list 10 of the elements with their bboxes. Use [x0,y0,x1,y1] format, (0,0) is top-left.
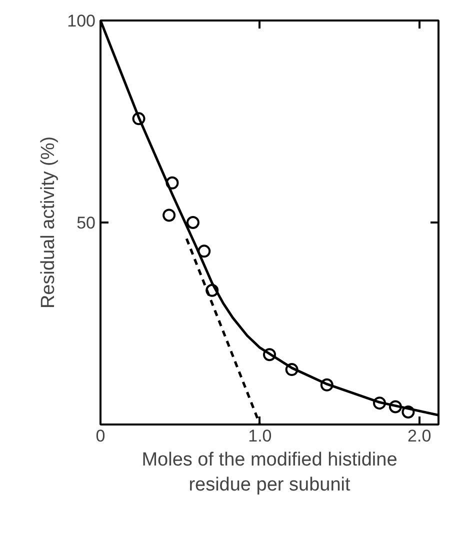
x-axis-title: Moles of the modified histidine residue per subunit [142,450,398,496]
x-tick-label: 0 [96,426,106,446]
x-tick-label: 2.0 [408,426,432,446]
point [198,244,211,258]
y-axis-title: Residual activity (%) [38,136,60,309]
x-tick-label: 1.0 [248,426,272,446]
point [186,216,200,229]
y-tick-label: 100 [67,12,96,30]
point [162,208,176,222]
y-tick-label: 50 [76,214,96,232]
